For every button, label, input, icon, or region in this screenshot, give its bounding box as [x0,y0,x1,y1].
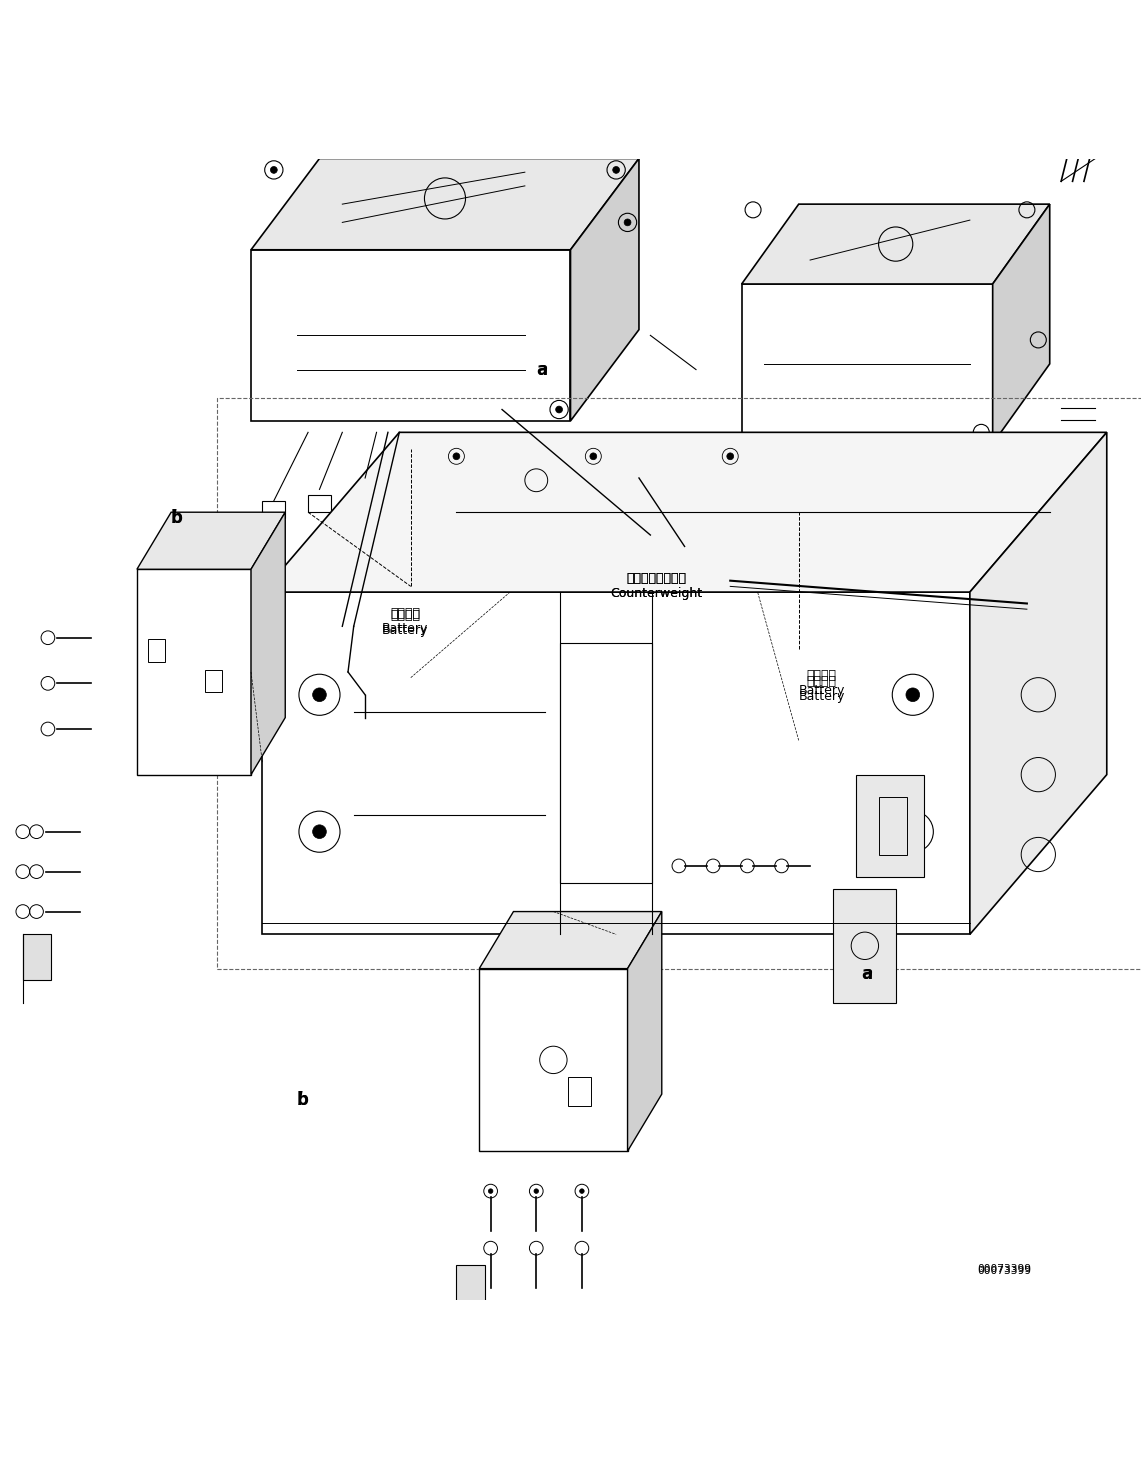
Circle shape [738,611,745,618]
Bar [217,398,1141,968]
Polygon shape [628,911,662,1152]
Bar [354,484,377,500]
Polygon shape [479,911,662,968]
Bar [833,889,896,1003]
Circle shape [453,453,460,459]
Text: カウンタウェイト
Counterweight: カウンタウェイト Counterweight [610,573,702,601]
Text: バッテリ
Battery: バッテリ Battery [382,607,428,634]
Text: b: b [297,1091,308,1110]
Bar [23,935,51,980]
Bar [559,643,652,884]
Text: バッテリ
Battery: バッテリ Battery [799,669,844,697]
Bar [725,649,873,741]
Polygon shape [262,592,970,935]
Text: a: a [863,965,872,983]
Bar [879,798,907,854]
Polygon shape [251,249,570,421]
Bar [262,500,285,518]
Polygon shape [970,433,1107,935]
Polygon shape [993,204,1050,443]
Polygon shape [251,159,639,249]
Text: バッテリ
Battery: バッテリ Battery [382,609,428,637]
Text: 00073399: 00073399 [977,1264,1031,1274]
Text: b: b [297,1091,308,1110]
Circle shape [313,688,326,701]
Circle shape [727,453,734,459]
Circle shape [270,166,277,174]
Circle shape [767,611,774,618]
Circle shape [580,1188,584,1194]
Bar [148,639,165,662]
Polygon shape [742,204,1050,284]
Circle shape [824,611,831,618]
Circle shape [613,166,620,174]
Bar [337,586,485,678]
Circle shape [906,825,920,838]
Circle shape [624,219,631,226]
Text: a: a [537,360,547,379]
Circle shape [313,825,326,838]
Bar [568,1077,591,1105]
Text: b: b [171,509,183,526]
Circle shape [590,453,597,459]
Bar [308,496,331,512]
Text: バッテリ
Battery: バッテリ Battery [799,675,844,703]
Circle shape [795,611,802,618]
Text: カウンタウェイト
Counterweight: カウンタウェイト Counterweight [610,573,702,601]
Polygon shape [570,159,639,421]
Circle shape [534,1188,539,1194]
Bar [456,1266,485,1311]
Polygon shape [479,968,628,1152]
Polygon shape [742,284,993,443]
Text: 00073399: 00073399 [977,1266,1031,1276]
Bar [856,774,924,878]
Polygon shape [262,433,1107,592]
Circle shape [488,1188,493,1194]
Polygon shape [137,512,285,569]
Circle shape [556,407,563,413]
Text: b: b [171,509,183,526]
Text: a: a [861,965,873,983]
Polygon shape [251,512,285,774]
Bar [205,669,222,693]
Polygon shape [137,569,251,774]
Circle shape [906,688,920,701]
Text: a: a [536,360,548,379]
